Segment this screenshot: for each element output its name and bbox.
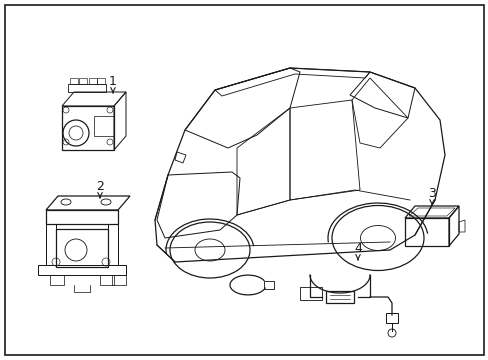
Text: 2: 2 bbox=[96, 180, 104, 193]
Text: 4: 4 bbox=[353, 242, 361, 255]
Text: 3: 3 bbox=[427, 187, 435, 200]
Text: 1: 1 bbox=[109, 75, 117, 88]
